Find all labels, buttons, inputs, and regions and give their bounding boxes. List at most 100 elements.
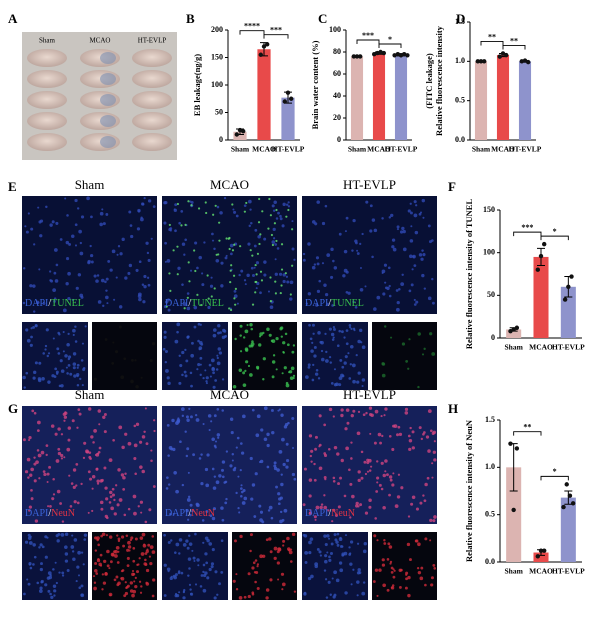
- cell: [337, 505, 341, 509]
- cell: [168, 272, 171, 275]
- data-point: [285, 90, 291, 95]
- cell: [152, 205, 156, 208]
- cell: [82, 456, 86, 459]
- cell: [176, 202, 180, 206]
- micro-image: [22, 322, 88, 390]
- cell: [177, 570, 181, 573]
- cell: [103, 559, 107, 564]
- significance-label: ****: [244, 21, 260, 30]
- cell: [188, 583, 192, 586]
- cell: [357, 410, 361, 413]
- stain-part: DAPI: [25, 298, 48, 309]
- cell: [82, 563, 85, 566]
- cell: [205, 376, 209, 380]
- cell: [246, 273, 250, 278]
- stain-label: DAPI/TUNEL: [305, 298, 364, 309]
- cell: [309, 454, 313, 458]
- cell: [239, 534, 243, 539]
- brain-slice: [27, 91, 67, 109]
- cell: [202, 570, 205, 574]
- micro-image: [162, 406, 297, 524]
- significance-bracket: [513, 231, 542, 237]
- cell: [54, 432, 58, 436]
- cell: [204, 369, 207, 372]
- cell: [381, 217, 384, 220]
- cell: [326, 551, 329, 554]
- cell: [216, 354, 219, 357]
- cell: [145, 549, 149, 553]
- cell: [278, 272, 283, 276]
- bar: [506, 329, 522, 338]
- significance-bracket: [263, 34, 289, 39]
- cell: [275, 217, 279, 220]
- cell: [146, 276, 150, 279]
- cell: [424, 482, 428, 487]
- cell: [166, 259, 171, 263]
- cell: [116, 583, 120, 587]
- cell: [428, 240, 432, 244]
- cell: [27, 476, 30, 479]
- micro-image: [232, 532, 297, 600]
- cell: [143, 430, 146, 434]
- cell: [348, 553, 352, 556]
- cell: [315, 368, 319, 372]
- cell: [64, 559, 69, 563]
- cell: [180, 209, 184, 213]
- cell: [115, 575, 119, 579]
- cell: [417, 570, 422, 575]
- stain-part: NeuN: [331, 508, 355, 519]
- cell: [373, 441, 377, 445]
- cell: [57, 427, 61, 431]
- cell: [281, 224, 285, 228]
- cell: [431, 352, 436, 356]
- cell: [124, 591, 129, 596]
- cell: [163, 221, 167, 225]
- y-tick-label: 0.5: [455, 95, 465, 104]
- y-tick-label: 150: [483, 205, 495, 214]
- cell: [149, 562, 153, 566]
- cell: [129, 538, 133, 542]
- cell: [313, 263, 317, 266]
- cell: [308, 494, 312, 498]
- cell: [97, 543, 100, 547]
- cell: [169, 289, 172, 292]
- cell: [249, 533, 253, 537]
- x-tick-label: MCAO: [491, 145, 515, 154]
- cell: [411, 446, 415, 450]
- cell: [185, 539, 189, 543]
- cell: [117, 245, 121, 248]
- significance-label: ***: [362, 31, 374, 40]
- cell: [362, 581, 366, 584]
- cell: [316, 200, 320, 204]
- cell: [166, 376, 170, 380]
- cell: [272, 209, 276, 212]
- cell: [22, 375, 26, 380]
- cell: [122, 476, 126, 480]
- cell: [432, 301, 435, 305]
- cell: [134, 585, 138, 589]
- cell: [288, 550, 293, 555]
- cell: [148, 555, 152, 558]
- cell: [390, 213, 394, 218]
- cell: [192, 556, 196, 560]
- cell: [32, 543, 36, 547]
- cell: [283, 508, 288, 513]
- cell: [262, 378, 265, 381]
- cell: [243, 595, 247, 599]
- cell: [282, 273, 286, 277]
- y-tick-label: 0.5: [485, 509, 495, 518]
- bar: [257, 49, 271, 140]
- lesion: [100, 52, 116, 64]
- cell: [96, 479, 100, 483]
- cell: [417, 542, 421, 547]
- cell: [129, 581, 134, 585]
- cell: [251, 566, 255, 570]
- cell: [184, 223, 187, 226]
- cell: [205, 211, 208, 215]
- cell: [215, 480, 220, 485]
- micro-image: [162, 196, 297, 314]
- image-title: HT-EVLP: [343, 177, 396, 192]
- cell: [383, 414, 386, 417]
- cell: [169, 227, 173, 231]
- data-point: [241, 129, 246, 134]
